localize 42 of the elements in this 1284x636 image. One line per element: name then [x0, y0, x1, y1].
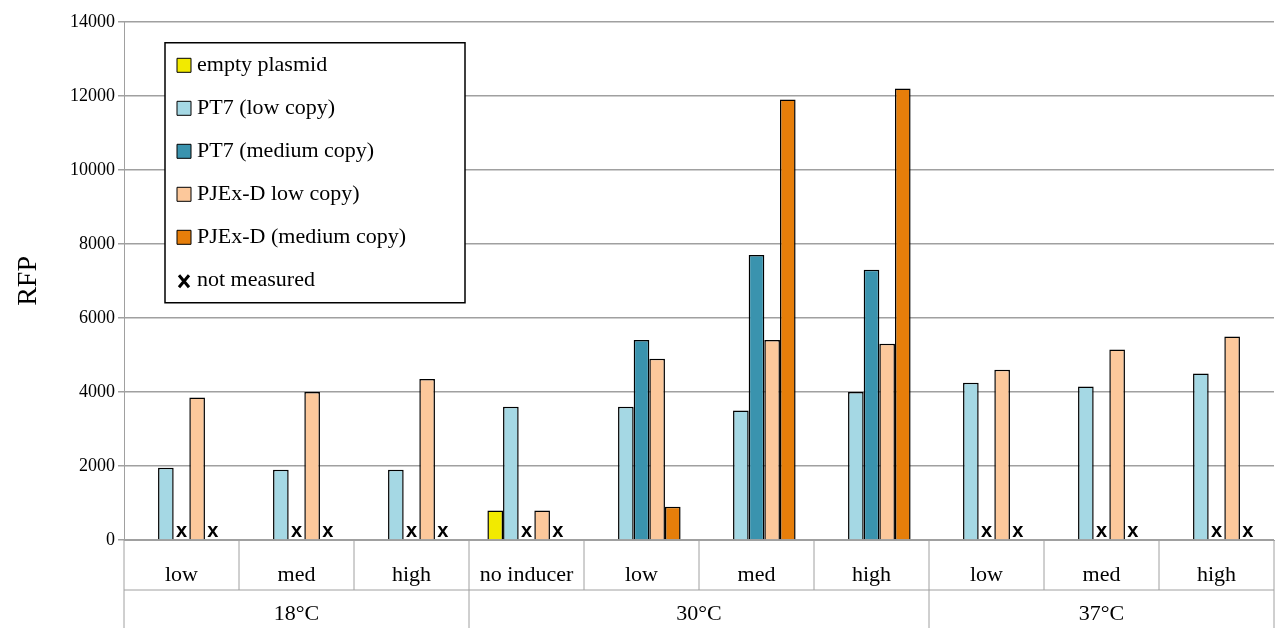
text: x — [1127, 519, 1139, 541]
x-tick-label: high — [391, 560, 432, 586]
text: x — [552, 519, 564, 541]
legend-label: PJEx-D (medium copy) — [197, 223, 406, 249]
y-tick-label: 2000 — [79, 454, 115, 475]
x-tick-label: low — [970, 560, 1004, 586]
x-tick-label: med — [1082, 560, 1121, 586]
text: x — [437, 519, 449, 541]
legend-label: PT7 (low copy) — [197, 94, 336, 120]
text: x — [290, 519, 303, 541]
text: 37°C — [1078, 599, 1125, 625]
legend-label: empty plasmid — [197, 51, 328, 77]
y-tick-label: 4000 — [79, 380, 115, 401]
x-tick-label: high — [1196, 560, 1237, 586]
y-tick-label: 14000 — [70, 10, 115, 31]
x-tick-label: med — [277, 560, 316, 586]
y-tick-label: 0 — [106, 528, 115, 549]
y-tick-label: 8000 — [79, 232, 115, 253]
text: x — [1095, 519, 1108, 541]
y-tick-label: 10000 — [70, 158, 115, 179]
text: x — [1242, 519, 1254, 541]
x-tick-label: no inducer — [479, 560, 574, 586]
x-tick-label: low — [165, 560, 199, 586]
text: x — [1012, 519, 1024, 541]
text: x — [207, 519, 219, 541]
text: x — [1210, 519, 1223, 541]
x-tick-label: med — [737, 560, 776, 586]
text: x — [175, 519, 188, 541]
text: 30°C — [676, 599, 722, 625]
text: x — [520, 519, 533, 541]
text: x — [322, 519, 334, 541]
text: x — [980, 519, 993, 541]
x-tick-label: low — [625, 560, 659, 586]
y-axis-title: RFP — [11, 255, 43, 306]
text: 18°C — [273, 599, 320, 625]
legend-label: PJEx-D low copy) — [197, 180, 360, 206]
y-tick-label: 6000 — [79, 306, 115, 327]
legend-label: PT7 (medium copy) — [197, 137, 375, 163]
x-tick-label: high — [851, 560, 892, 586]
legend-label: not measured — [197, 266, 315, 292]
text: x — [405, 519, 418, 541]
y-tick-label: 12000 — [70, 84, 115, 105]
